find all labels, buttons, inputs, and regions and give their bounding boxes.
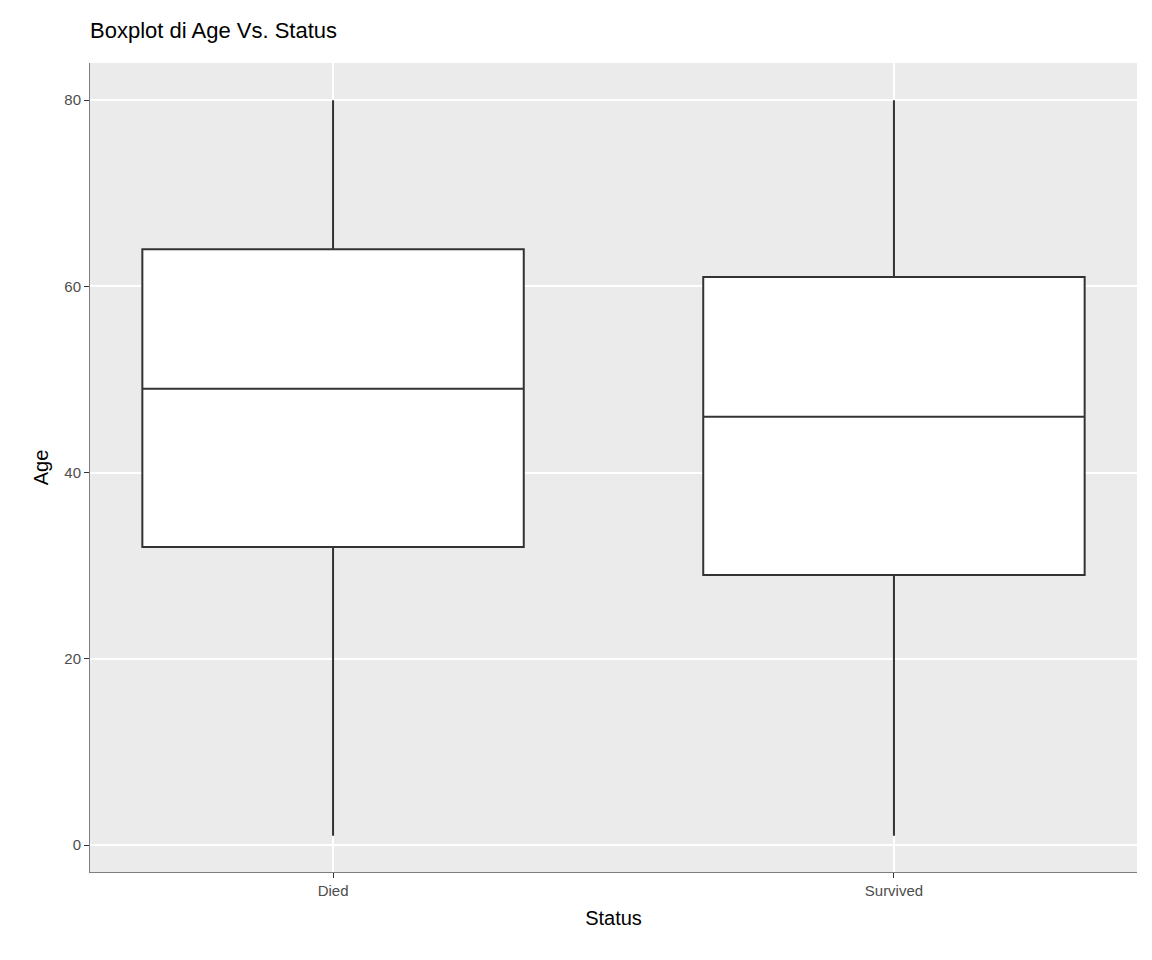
svg-text:Boxplot di Age Vs. Status: Boxplot di Age Vs. Status [90,18,337,43]
svg-text:40: 40 [64,464,81,481]
svg-text:Age: Age [30,450,52,486]
svg-text:Status: Status [585,907,642,929]
svg-text:60: 60 [64,278,81,295]
svg-text:0: 0 [73,836,81,853]
svg-text:20: 20 [64,650,81,667]
svg-text:80: 80 [64,91,81,108]
svg-text:Died: Died [318,882,349,899]
svg-text:Survived: Survived [865,882,923,899]
